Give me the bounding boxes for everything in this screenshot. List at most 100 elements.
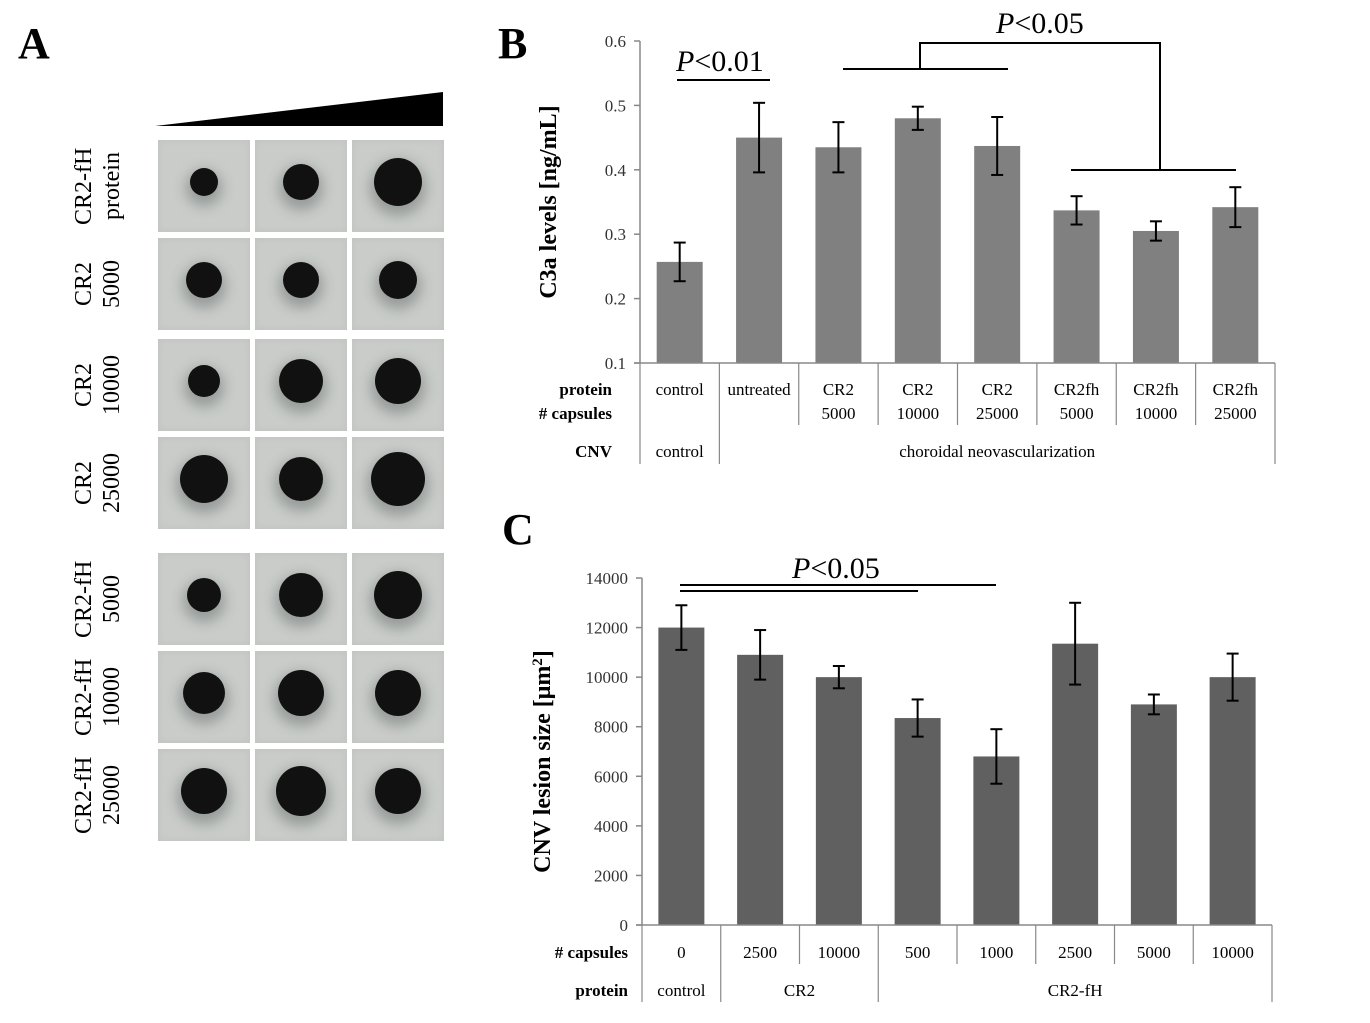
bar — [815, 677, 862, 925]
blot-cell — [255, 651, 347, 743]
y-tick-label: 14000 — [586, 569, 629, 588]
category-capsules-label: 10000 — [818, 943, 861, 962]
blot-dot — [375, 768, 421, 814]
y-tick-label: 0.6 — [605, 32, 626, 51]
c3a-levels-chart: 0.1 0.2 0.3 0.4 0.5 0.6 C3a levels [ng/mL] prot… — [536, 7, 1276, 464]
panel-a-label: A — [18, 19, 50, 68]
protein-group-label: CR2-fH — [1048, 981, 1103, 1000]
category-protein-label: CR2fh — [1213, 380, 1259, 399]
blot-cell — [352, 238, 444, 330]
blot-row-label-line2: 25000 — [99, 765, 125, 825]
blot-row-label-line1: CR2 — [71, 461, 97, 506]
blot-cell — [158, 437, 250, 529]
category-capsules-label: 10000 — [897, 404, 940, 423]
significance-bracket — [919, 42, 1161, 170]
blot-dot — [187, 578, 221, 612]
blot-row-label-line1: CR2-fH — [71, 658, 97, 736]
blot-cell — [352, 651, 444, 743]
blot-cell — [158, 339, 250, 431]
blot-dot — [279, 457, 323, 501]
category-capsules-label: 10000 — [1211, 943, 1254, 962]
blot-dot — [279, 359, 323, 403]
protein-group-label: control — [657, 981, 705, 1000]
category-capsules-label: 5000 — [1060, 404, 1094, 423]
blot-cell — [255, 140, 347, 232]
blot-cell — [158, 140, 250, 232]
category-protein-label: CR2fh — [1054, 380, 1100, 399]
blot-cell — [158, 749, 250, 841]
blot-dot — [188, 365, 220, 397]
row-header-capsules: # capsules — [539, 404, 613, 423]
blot-dot — [283, 262, 319, 298]
blot-row-label-line1: CR2-fH — [71, 560, 97, 638]
blot-dot — [180, 455, 228, 503]
blot-dot — [181, 768, 227, 814]
blot-row-label-line2: 5000 — [99, 260, 125, 308]
y-tick-label: 0.5 — [605, 96, 626, 115]
category-capsules-label: 25000 — [1214, 404, 1257, 423]
bar — [974, 145, 1021, 363]
category-capsules-label: 2500 — [1058, 943, 1092, 962]
blot-row-label-line1: CR2-fH — [71, 147, 97, 225]
protein-group-label: CR2 — [784, 981, 815, 1000]
blot-dot — [374, 158, 422, 206]
blot-row-label-line1: CR2 — [71, 262, 97, 307]
blot-cell — [352, 437, 444, 529]
bar — [658, 627, 705, 925]
y-tick-label: 0 — [620, 916, 629, 935]
blot-cell — [255, 749, 347, 841]
blot-cell — [352, 140, 444, 232]
cnv-group-label: control — [656, 442, 704, 461]
bar — [737, 654, 784, 925]
category-capsules-label: 5000 — [821, 404, 855, 423]
y-tick-label: 6000 — [594, 767, 628, 786]
blot-row-label-line2: 5000 — [99, 575, 125, 623]
blot-cell — [255, 437, 347, 529]
row-header-protein: protein — [575, 981, 628, 1000]
blot-dot — [190, 168, 218, 196]
y-tick-label: 8000 — [594, 718, 628, 737]
blot-row-label-line2: 25000 — [99, 453, 125, 513]
category-capsules-label: 10000 — [1135, 404, 1178, 423]
category-capsules-label: 25000 — [976, 404, 1019, 423]
concentration-gradient-wedge — [155, 92, 443, 126]
blot-cell — [255, 238, 347, 330]
blot-dot — [375, 670, 421, 716]
blot-row-label-line2: 10000 — [99, 667, 125, 727]
category-capsules-label: 5000 — [1137, 943, 1171, 962]
blot-row-label-line1: CR2 — [71, 363, 97, 408]
blot-row-label: CR2 5000 — [70, 238, 126, 330]
blot-cell — [255, 553, 347, 645]
blot-cell — [352, 749, 444, 841]
y-tick-label: 0.4 — [605, 161, 627, 180]
category-capsules-label: 1000 — [979, 943, 1013, 962]
row-header-cnv: CNV — [575, 442, 613, 461]
blot-dot — [375, 358, 421, 404]
bar — [1209, 677, 1256, 925]
category-protein-label: control — [656, 380, 704, 399]
blot-row-label: CR2 25000 — [70, 437, 126, 529]
blot-cell — [158, 651, 250, 743]
cnv-group-label: choroidal neovascularization — [899, 442, 1095, 461]
y-axis-label: CNV lesion size [μm2] — [530, 650, 556, 873]
blot-cell — [158, 238, 250, 330]
significance-label-p001: P<0.01 — [675, 45, 764, 78]
bar — [1052, 643, 1099, 925]
blot-row-label: CR2-fH 10000 — [70, 651, 126, 743]
blot-dot — [186, 262, 222, 298]
y-axis-label: C3a levels [ng/mL] — [536, 105, 562, 298]
category-capsules-label: 0 — [677, 943, 686, 962]
panel-c-label: C — [502, 505, 534, 554]
category-protein-label: CR2fh — [1133, 380, 1179, 399]
y-tick-label: 0.2 — [605, 290, 626, 309]
y-tick-label: 0.1 — [605, 354, 626, 373]
y-tick-label: 10000 — [586, 668, 629, 687]
y-tick-label: 2000 — [594, 866, 628, 885]
blot-cell — [158, 553, 250, 645]
bar — [1212, 207, 1259, 363]
blot-row-label-line2: 10000 — [99, 355, 125, 415]
row-header-protein: protein — [559, 380, 612, 399]
blot-row-label-line1: CR2-fH — [71, 756, 97, 834]
blot-row-label: CR2-fH protein — [70, 140, 126, 232]
